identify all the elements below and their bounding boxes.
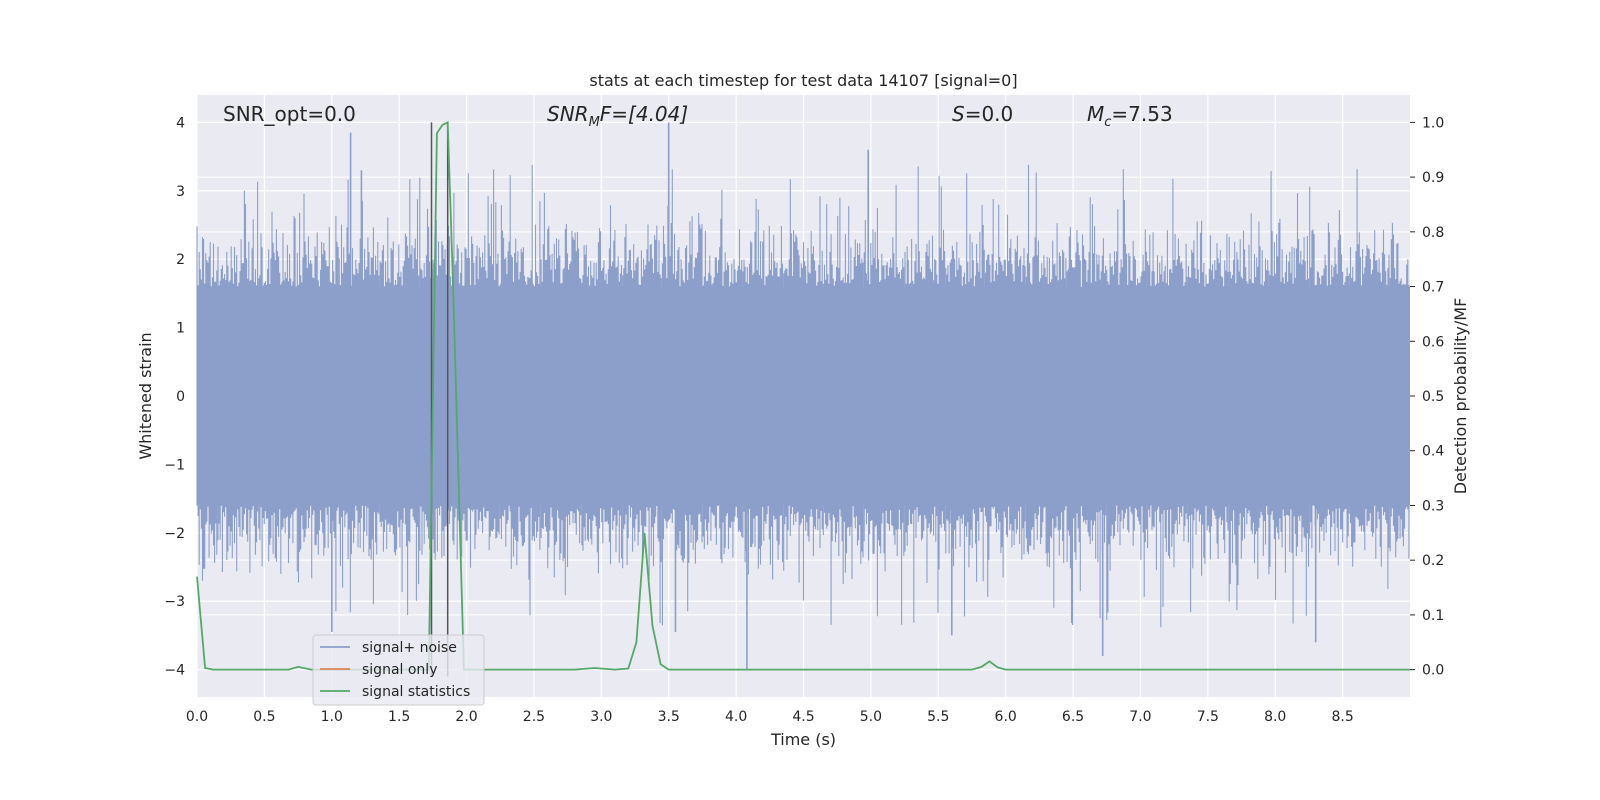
y-axis-label: Whitened strain	[136, 332, 155, 459]
x-tick-label: 0.5	[253, 709, 275, 725]
x-tick-label: 1.5	[388, 709, 410, 725]
y-tick-label: 4	[176, 115, 185, 131]
legend-label-signal-statistics: signal statistics	[362, 684, 470, 700]
annotation-mc-rest: =7.53	[1111, 102, 1172, 126]
y-tick-label: −1	[164, 457, 185, 473]
annotation-snr-mf-rest: F=[4.04]	[600, 102, 688, 126]
x-tick-label: 4.5	[792, 709, 814, 725]
y-tick-label: 0	[176, 389, 185, 405]
x-tick-label: 2.5	[523, 709, 545, 725]
y-tick-label: 3	[176, 184, 185, 200]
y-tick-label: −3	[164, 594, 185, 610]
annotation-s-italic: S	[952, 102, 965, 126]
legend-label-signal-only: signal only	[362, 662, 437, 678]
x-tick-label: 6.5	[1062, 709, 1084, 725]
x-tick-label: 5.5	[927, 709, 949, 725]
vertical-markers	[430, 122, 449, 677]
legend-box	[312, 634, 485, 706]
x-tick-label: 1.0	[321, 709, 343, 725]
noise-trace	[196, 164, 1410, 628]
signal-noise-series	[196, 122, 1410, 670]
y2-tick-label: 0.7	[1422, 280, 1444, 296]
y-tick-label: −2	[164, 526, 185, 542]
y-tick-label: 2	[176, 252, 185, 268]
x-axis-label: Time (s)	[770, 730, 836, 749]
signal-statistics-line	[196, 120, 1410, 671]
y2-axis-label: Detection probability/MF	[1451, 298, 1470, 495]
annotation-mc: Mc=7.53	[1087, 102, 1173, 130]
annotation-mc-sub: c	[1104, 115, 1111, 130]
x-tick-label: 7.5	[1197, 709, 1219, 725]
x-tick-label: 7.0	[1129, 709, 1151, 725]
x-tick-label: 5.0	[860, 709, 882, 725]
y2-tick-label: 0.8	[1422, 225, 1444, 241]
legend: signal+ noise signal only signal statist…	[312, 634, 485, 706]
y-tick-label: 1	[176, 321, 185, 337]
annotation-snr-mf-sub: M	[589, 115, 600, 130]
x-tick-label: 6.0	[995, 709, 1017, 725]
y-axis-ticks: 4 3 2 1 0 −1 −2 −3 −4	[164, 115, 185, 678]
y2-axis-ticks: 1.0 0.9 0.8 0.7 0.6 0.5 0.4 0.3 0.2 0.1 0.0	[1410, 115, 1444, 679]
annotation-s: S=0.0	[952, 102, 1013, 126]
y2-tick-label: 0.0	[1422, 663, 1444, 679]
annotation-snr-opt: SNR_opt=0.0	[223, 102, 356, 126]
annotation-snr-mf: SNRMF=[4.04]	[547, 102, 688, 130]
x-tick-label: 8.5	[1331, 709, 1353, 725]
x-tick-label: 2.0	[455, 709, 477, 725]
y-tick-label: −4	[164, 663, 185, 679]
noise-peaks	[331, 122, 1317, 670]
y2-tick-label: 0.9	[1422, 170, 1444, 186]
y2-tick-label: 0.1	[1422, 608, 1444, 624]
legend-label-signal-noise: signal+ noise	[362, 640, 457, 656]
x-axis-ticks: 0.0 0.5 1.0 1.5 2.0 2.5 3.0 3.5 4.0 4.5 5.0 5.5 6.0 6…	[186, 709, 1354, 725]
y2-tick-label: 0.2	[1422, 553, 1444, 569]
annotation-s-rest: =0.0	[965, 102, 1014, 126]
x-tick-label: 3.5	[658, 709, 680, 725]
y2-tick-label: 0.3	[1422, 498, 1444, 514]
y2-tick-label: 0.4	[1422, 444, 1444, 460]
chart-title: stats at each timestep for test data 141…	[589, 71, 1017, 90]
x-tick-label: 0.0	[186, 709, 208, 725]
y2-tick-label: 1.0	[1422, 115, 1444, 131]
y2-tick-label: 0.5	[1422, 389, 1444, 405]
annotation-mc-italic: M	[1087, 102, 1104, 126]
annotation-snr-mf-base: SNR	[547, 102, 589, 126]
x-tick-label: 8.0	[1264, 709, 1286, 725]
x-tick-label: 3.0	[590, 709, 612, 725]
x-tick-label: 4.0	[725, 709, 747, 725]
y2-tick-label: 0.6	[1422, 334, 1444, 350]
